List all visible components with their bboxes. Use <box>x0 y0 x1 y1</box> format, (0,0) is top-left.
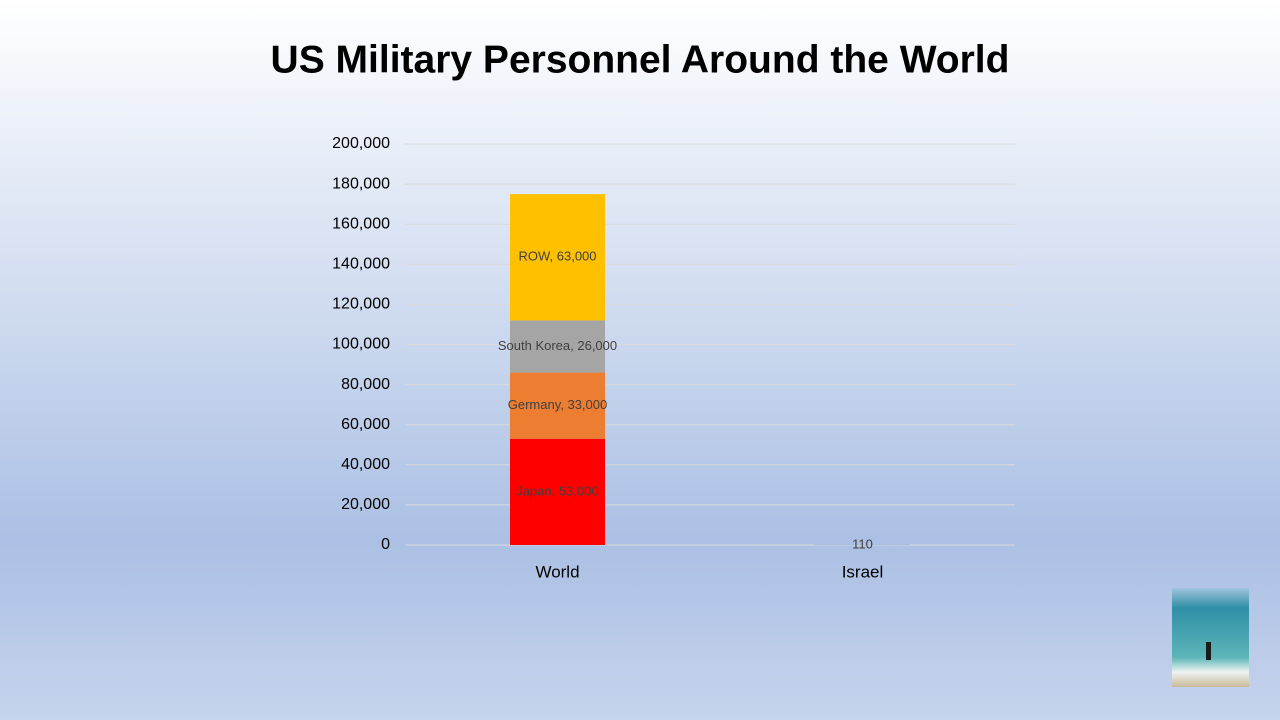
y-tick-label: 60,000 <box>341 416 390 433</box>
thumbnail <box>1172 588 1249 687</box>
plot-area: 0 20,000 40,000 60,000 80,000 100,000 120,000 1… <box>332 135 1015 581</box>
thumbnail-image <box>1172 588 1249 687</box>
bar-segment <box>510 438 605 545</box>
y-tick-label: 0 <box>381 536 390 553</box>
y-tick-label: 200,000 <box>332 135 390 152</box>
data-label: ROW, 63,000 <box>518 249 596 264</box>
y-tick-label: 80,000 <box>341 376 390 393</box>
chart-title: US Military Personnel Around the World <box>271 38 1010 81</box>
bar-segment <box>510 372 605 439</box>
bar-segment <box>510 194 605 321</box>
y-tick-label: 120,000 <box>332 296 390 313</box>
y-tick-label: 20,000 <box>341 496 390 513</box>
bar-segment <box>510 320 605 373</box>
data-label: South Korea, 26,000 <box>498 338 617 353</box>
thumbnail-figure <box>1206 642 1211 660</box>
y-tick-label: 180,000 <box>332 175 390 192</box>
y-tick-label: 100,000 <box>332 336 390 353</box>
x-tick-label: Israel <box>842 562 884 581</box>
x-tick-label: World <box>535 562 579 581</box>
y-tick-label: 140,000 <box>332 256 390 273</box>
data-label: Japan, 53,000 <box>516 483 598 498</box>
y-tick-label: 160,000 <box>332 215 390 232</box>
data-label: Germany, 33,000 <box>508 397 607 412</box>
data-label: 110 <box>852 536 873 551</box>
y-tick-label: 40,000 <box>341 456 390 473</box>
